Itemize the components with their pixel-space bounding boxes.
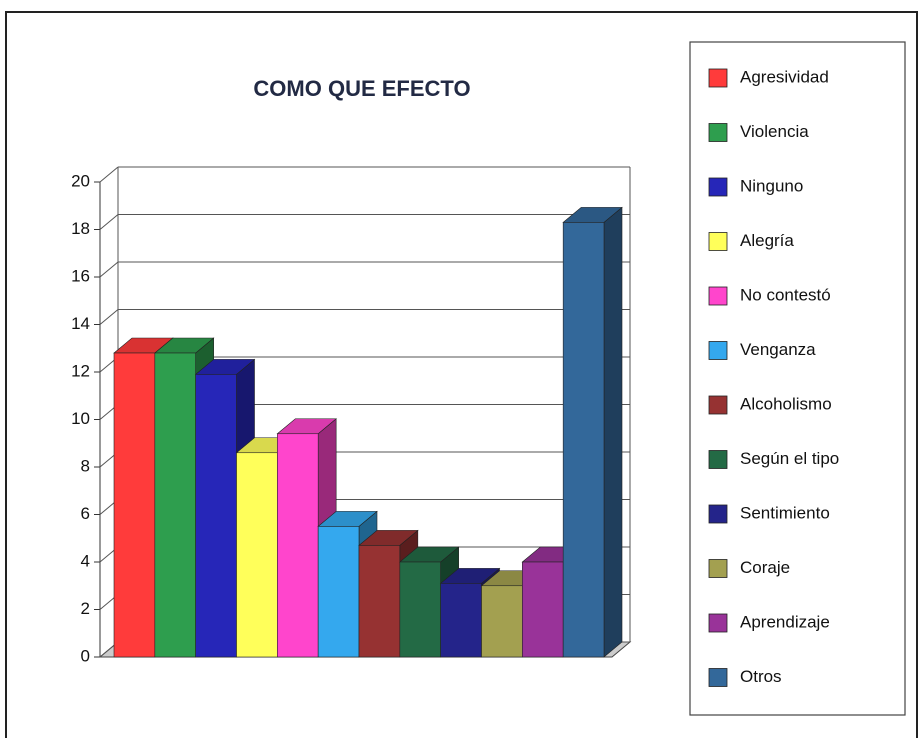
bar-side <box>603 206 623 658</box>
bar-front <box>522 561 564 658</box>
y-tick-label: 10 <box>71 409 90 428</box>
legend-swatch <box>708 177 728 197</box>
legend-label: Sentimiento <box>740 503 830 522</box>
legend-label: Aprendizaje <box>740 612 830 631</box>
y-tick-label: 2 <box>81 599 90 618</box>
y-tick-label: 20 <box>71 171 90 190</box>
bar-front <box>317 526 360 658</box>
y-tick-label: 0 <box>81 646 90 665</box>
bar-front <box>277 433 319 658</box>
legend-label: No contestó <box>740 285 831 304</box>
legend-label: Alcoholismo <box>740 394 832 413</box>
y-tick-label: 6 <box>81 504 90 523</box>
legend <box>689 41 906 716</box>
bar-front <box>195 374 237 658</box>
bar-front <box>154 352 196 658</box>
legend-swatch <box>708 286 728 306</box>
y-tick-label: 18 <box>71 219 90 238</box>
bar-front <box>481 585 523 658</box>
legend-swatch <box>708 668 728 687</box>
legend-label: Según el tipo <box>740 449 839 468</box>
legend-swatch <box>708 232 728 251</box>
legend-swatch <box>708 123 728 142</box>
bar-front <box>562 222 605 658</box>
bar-front <box>399 561 441 658</box>
legend-swatch <box>708 395 728 415</box>
grid-line <box>99 214 119 230</box>
bar <box>562 206 623 658</box>
frame <box>5 11 918 738</box>
legend-label: Ninguno <box>740 176 803 195</box>
grid-line <box>99 261 119 278</box>
legend-label: Alegría <box>740 231 794 250</box>
grid-line <box>99 166 119 183</box>
chart-title: COMO QUE EFECTO <box>253 76 470 101</box>
legend-label: Violencia <box>740 122 809 141</box>
legend-label: Venganza <box>740 340 816 359</box>
y-tick-label: 16 <box>71 266 90 285</box>
legend-label: Otros <box>740 667 782 686</box>
bar-front <box>113 352 156 658</box>
legend-swatch <box>708 613 728 633</box>
legend-swatch <box>708 559 728 578</box>
y-tick-label: 4 <box>81 551 90 570</box>
legend-swatch <box>708 68 728 88</box>
bar-front <box>236 452 278 658</box>
legend-label: Agresividad <box>740 67 829 86</box>
bar-front <box>440 583 482 658</box>
legend-swatch <box>708 504 728 524</box>
y-tick-label: 8 <box>81 456 90 475</box>
y-tick-label: 12 <box>71 361 90 380</box>
grid-line <box>99 309 119 325</box>
legend-swatch <box>708 450 728 469</box>
bar-front <box>358 545 401 658</box>
legend-label: Coraje <box>740 558 790 577</box>
y-tick-label: 14 <box>71 314 90 333</box>
legend-swatch <box>708 341 728 360</box>
